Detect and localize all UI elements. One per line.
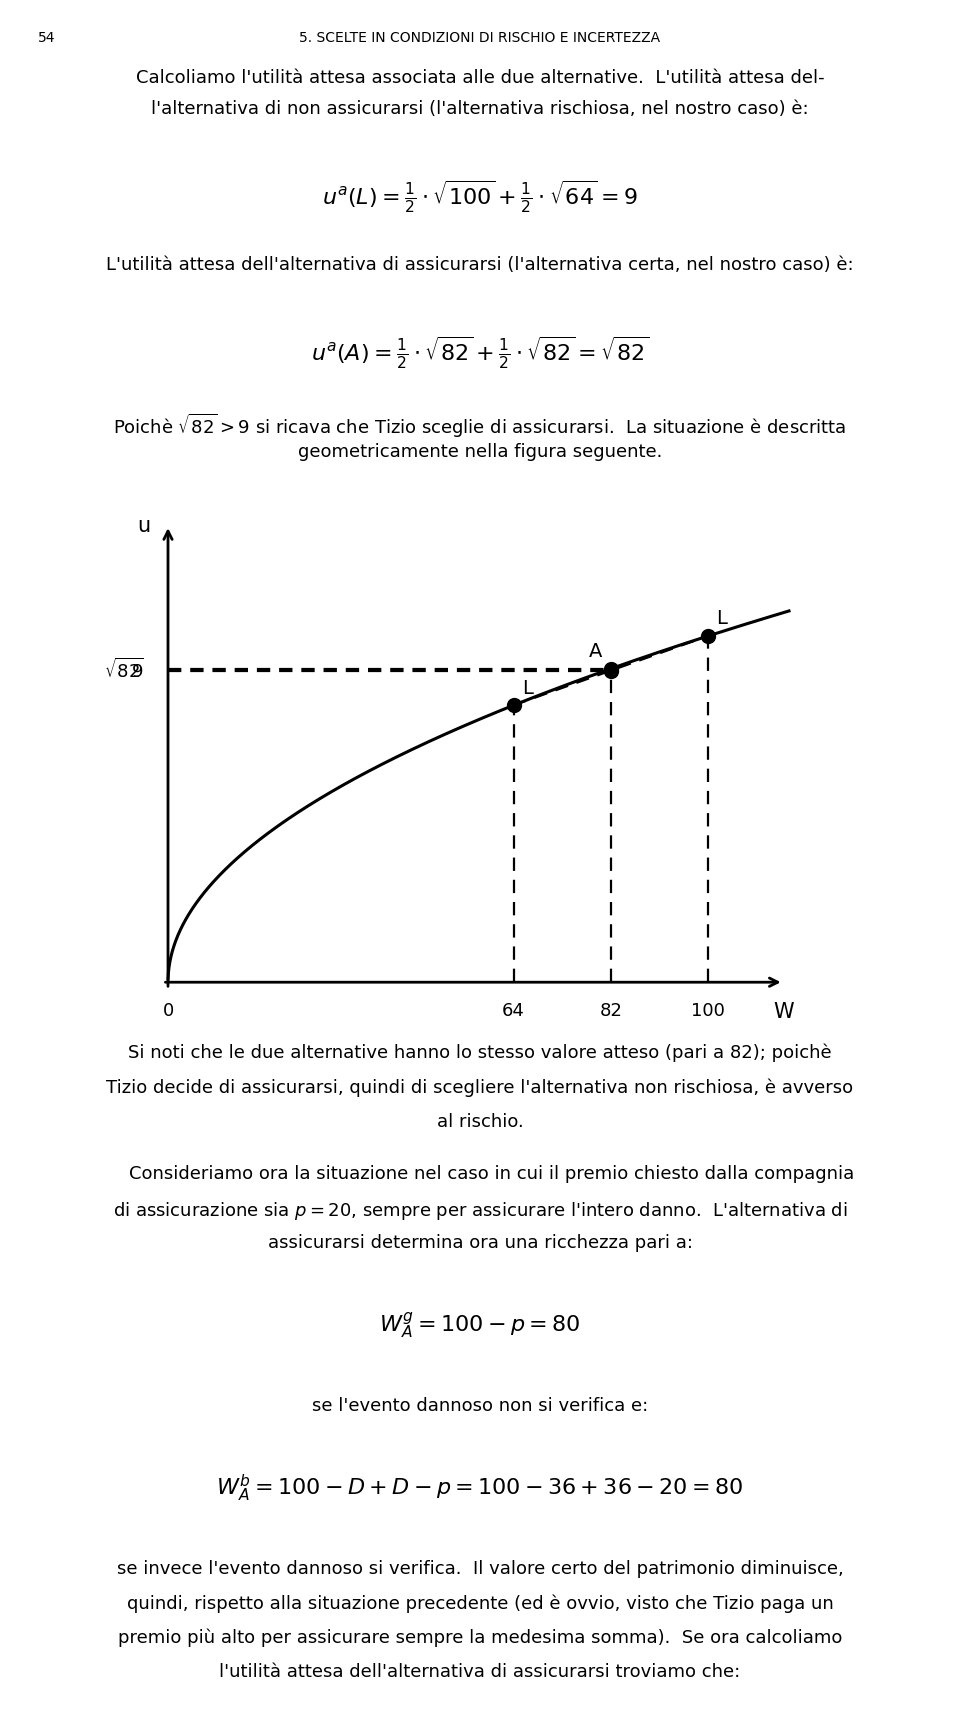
Text: al rischio.: al rischio.: [437, 1112, 523, 1130]
Text: l'alternativa di non assicurarsi (l'alternativa rischiosa, nel nostro caso) è:: l'alternativa di non assicurarsi (l'alte…: [151, 100, 809, 118]
Text: Consideriamo ora la situazione nel caso in cui il premio chiesto dalla compagnia: Consideriamo ora la situazione nel caso …: [106, 1164, 854, 1182]
Text: Calcoliamo l'utilità attesa associata alle due alternative.  L'utilità attesa de: Calcoliamo l'utilità attesa associata al…: [135, 69, 825, 86]
Text: u: u: [137, 516, 151, 536]
Point: [603, 657, 618, 685]
Text: se l'evento dannoso non si verifica e:: se l'evento dannoso non si verifica e:: [312, 1396, 648, 1413]
Text: Si noti che le due alternative hanno lo stesso valore atteso (pari a 82); poichè: Si noti che le due alternative hanno lo …: [129, 1043, 831, 1062]
Text: 9: 9: [132, 663, 144, 680]
Text: di assicurazione sia $p = 20$, sempre per assicurare l'intero danno.  L'alternat: di assicurazione sia $p = 20$, sempre pe…: [112, 1199, 848, 1221]
Text: 54: 54: [38, 31, 56, 45]
Text: 5. SCELTE IN CONDIZIONI DI RISCHIO E INCERTEZZA: 5. SCELTE IN CONDIZIONI DI RISCHIO E INC…: [300, 31, 660, 45]
Text: 64: 64: [502, 1002, 525, 1019]
Text: quindi, rispetto alla situazione precedente (ed è ovvio, visto che Tizio paga un: quindi, rispetto alla situazione precede…: [127, 1593, 833, 1612]
Text: W: W: [774, 1002, 794, 1022]
Text: 0: 0: [162, 1002, 174, 1019]
Text: l'utilità attesa dell'alternativa di assicurarsi troviamo che:: l'utilità attesa dell'alternativa di ass…: [220, 1663, 740, 1680]
Text: Tizio decide di assicurarsi, quindi di scegliere l'alternativa non rischiosa, è : Tizio decide di assicurarsi, quindi di s…: [107, 1078, 853, 1097]
Text: 100: 100: [691, 1002, 725, 1019]
Text: L: L: [716, 609, 727, 628]
Text: $u^a(L) = \frac{1}{2} \cdot \sqrt{100} + \frac{1}{2} \cdot \sqrt{64} = 9$: $u^a(L) = \frac{1}{2} \cdot \sqrt{100} +…: [323, 178, 637, 215]
Text: Poichè $\sqrt{82} > 9$ si ricava che Tizio sceglie di assicurarsi.  La situazion: Poichè $\sqrt{82} > 9$ si ricava che Tiz…: [113, 412, 847, 439]
Text: L: L: [521, 678, 533, 697]
Text: $W_A^b = 100 - D + D - p = 100 - 36 + 36 - 20 = 80$: $W_A^b = 100 - D + D - p = 100 - 36 + 36…: [217, 1472, 743, 1503]
Text: A: A: [589, 642, 603, 661]
Text: 82: 82: [599, 1002, 622, 1019]
Text: L'utilità attesa dell'alternativa di assicurarsi (l'alternativa certa, nel nostr: L'utilità attesa dell'alternativa di ass…: [107, 256, 853, 273]
Text: $W_A^g = 100 - p = 80$: $W_A^g = 100 - p = 80$: [379, 1310, 581, 1341]
Point: [603, 656, 618, 683]
Text: $u^a(A) = \frac{1}{2} \cdot \sqrt{82} + \frac{1}{2} \cdot \sqrt{82} = \sqrt{82}$: $u^a(A) = \frac{1}{2} \cdot \sqrt{82} + …: [311, 334, 649, 370]
Point: [701, 623, 716, 650]
Text: se invece l'evento dannoso si verifica.  Il valore certo del patrimonio diminuis: se invece l'evento dannoso si verifica. …: [116, 1559, 844, 1576]
Text: geometricamente nella figura seguente.: geometricamente nella figura seguente.: [298, 443, 662, 460]
Text: premio più alto per assicurare sempre la medesima somma).  Se ora calcoliamo: premio più alto per assicurare sempre la…: [118, 1628, 842, 1647]
Point: [506, 692, 521, 720]
Text: assicurarsi determina ora una ricchezza pari a:: assicurarsi determina ora una ricchezza …: [268, 1233, 692, 1251]
Text: $\sqrt{82}$: $\sqrt{82}$: [104, 657, 144, 682]
